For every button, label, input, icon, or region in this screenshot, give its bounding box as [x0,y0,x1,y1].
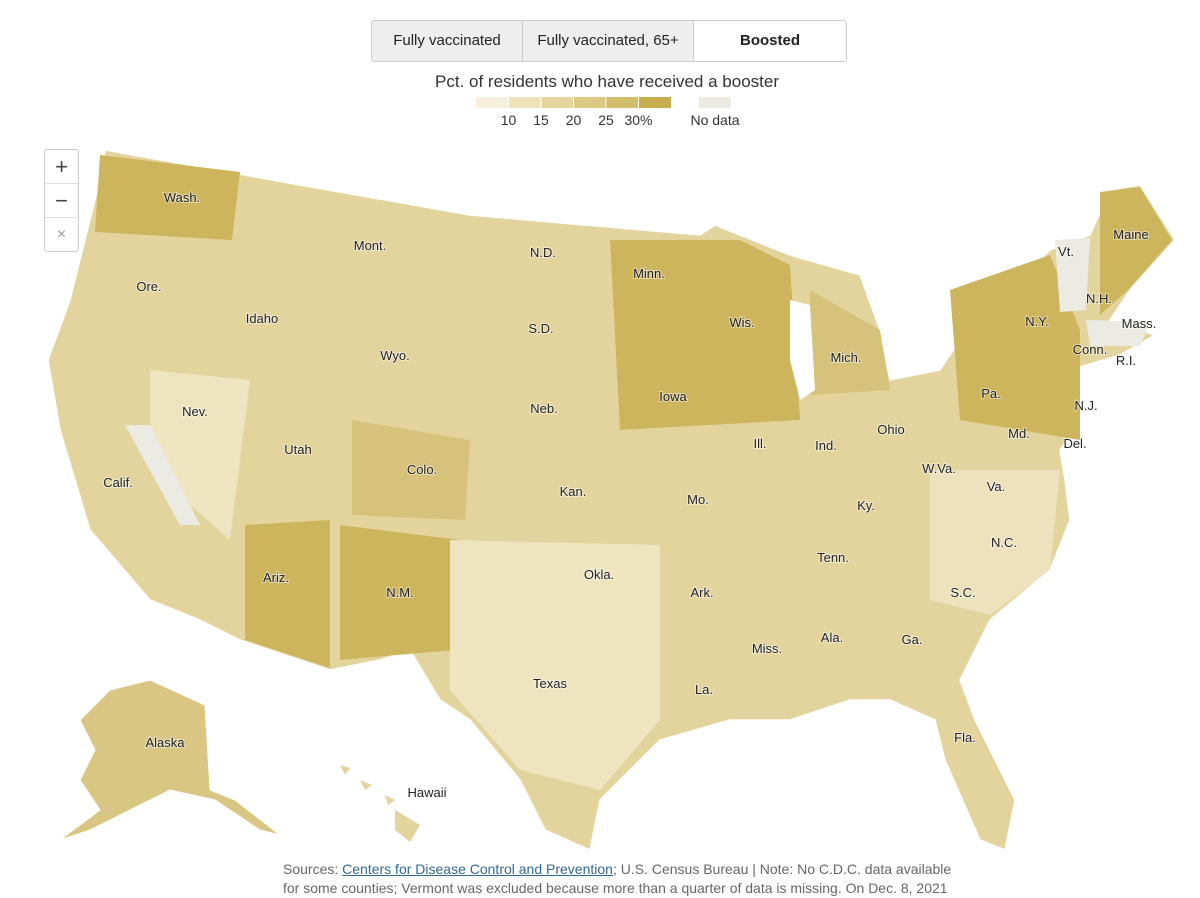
state-label: Mont. [354,238,387,253]
state-label: Utah [284,442,311,457]
footer-rest: ; U.S. Census Bureau | Note: No C.D.C. d… [612,861,952,877]
region-no-data [125,425,200,525]
footer-line2: for some counties; Vermont was excluded … [283,880,948,896]
region-no-data [1055,238,1090,312]
tab[interactable]: Boosted [694,21,846,61]
state-label: Okla. [584,567,614,582]
state-label: Wyo. [380,348,410,363]
region-light [930,470,1060,615]
state-label: Ill. [754,436,767,451]
state-label: Colo. [407,462,437,477]
state-label: Vt. [1058,244,1074,259]
legend-tick-label: 25 [598,112,614,128]
state-label: N.M. [386,585,413,600]
state-label: Ore. [136,279,161,294]
state-label: Ind. [815,438,837,453]
legend-tick-label: 10 [501,112,517,128]
state-label: N.D. [530,245,556,260]
state-label: Miss. [752,641,782,656]
state-label: Ga. [902,632,923,647]
state-label: S.C. [950,585,975,600]
state-label: La. [695,682,713,697]
state-label: Iowa [659,389,687,404]
state-label: Mich. [830,350,861,365]
alaska [59,679,281,841]
state-label: Idaho [246,311,279,326]
state-label: N.H. [1086,291,1112,306]
state-label: Minn. [633,266,665,281]
region-light [450,540,660,790]
region-dark [1100,187,1172,315]
state-label: N.C. [991,535,1017,550]
hawaii [340,765,420,842]
state-label: Mass. [1122,316,1157,331]
state-label: N.Y. [1025,314,1049,329]
state-label: Ark. [690,585,713,600]
state-label: Neb. [530,401,557,416]
state-label: Nev. [182,404,208,419]
legend-swatch [606,97,639,108]
legend-swatch [508,97,541,108]
region-dark [95,155,240,240]
state-label: Tenn. [817,550,849,565]
state-label: Maine [1113,227,1148,242]
zoom-button[interactable]: − [45,184,78,218]
region-light [150,370,250,540]
state-label: Fla. [954,730,976,745]
legend-tick-label: 30% [624,112,652,128]
region-no-data [1086,320,1150,346]
state-label: Hawaii [407,785,446,800]
state-label: Ala. [821,630,843,645]
state-label: Wash. [164,190,200,205]
source-link[interactable]: Centers for Disease Control and Preventi… [342,861,613,877]
zoom-button[interactable]: × [56,226,67,243]
metric-tabs: Fully vaccinated Fully vaccinated, 65+ Boo… [371,20,847,62]
state-label: Pa. [981,386,1001,401]
lake-michigan [790,300,815,400]
state-label: N.J. [1074,398,1097,413]
legend-no-data-label: No data [690,112,739,128]
zoom-button[interactable]: + [45,150,78,184]
state-label: Del. [1063,436,1086,451]
state-label: Ohio [877,422,904,437]
state-label: W.Va. [922,461,956,476]
tab[interactable]: Fully vaccinated, 65+ [523,21,694,61]
region-mid [810,290,890,395]
state-label: Calif. [103,475,133,490]
state-label: Ariz. [263,570,289,585]
state-label: Kan. [560,484,587,499]
legend-swatch [573,97,606,108]
region-mid [352,420,470,520]
legend-title: Pct. of residents who have received a bo… [435,72,779,91]
tab[interactable]: Fully vaccinated [372,21,523,61]
state-label: R.I. [1116,353,1136,368]
state-label: Alaska [145,735,185,750]
zoom-controls: + − × [44,149,79,252]
region-dark [950,255,1080,440]
region-dark [245,520,330,668]
footer-prefix: Sources: [283,861,339,877]
legend-swatch [476,97,509,108]
state-label: Ky. [857,498,875,513]
region-dark [610,240,800,430]
state-label: Mo. [687,492,709,507]
lower-48 [47,149,1176,852]
state-label: Wis. [729,315,754,330]
legend-swatch [541,97,574,108]
legend-no-data [699,97,731,108]
state-label: Texas [533,676,567,691]
region-dark [340,525,460,660]
state-label: S.D. [528,321,553,336]
legend-swatch [638,97,671,108]
legend-tick-label: 15 [533,112,549,128]
footer: Sources: Centers for Disease Control and… [283,860,1183,898]
state-label: Conn. [1073,342,1108,357]
legend-tick-label: 20 [566,112,582,128]
state-label: Va. [987,479,1006,494]
state-label: Md. [1008,426,1030,441]
